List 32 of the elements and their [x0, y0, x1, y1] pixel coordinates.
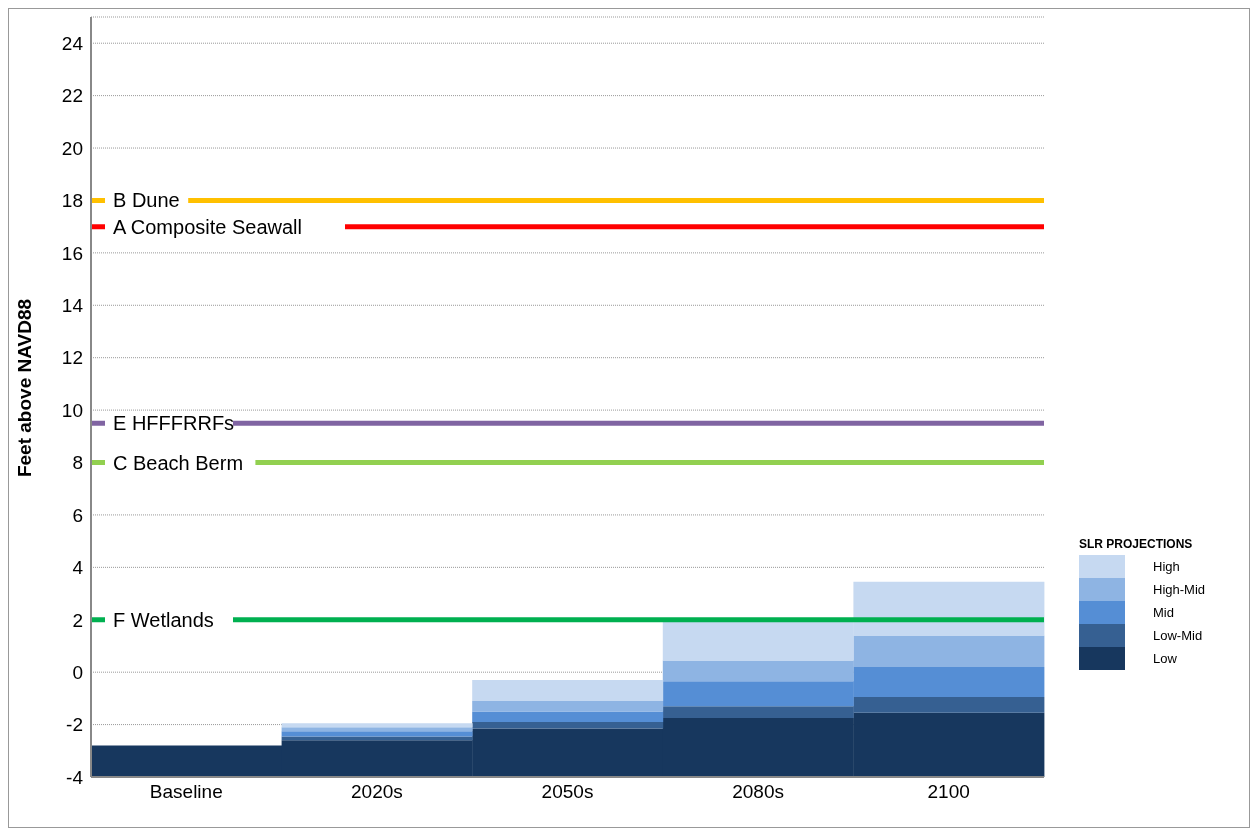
- ref-line-label: B Dune: [113, 189, 180, 212]
- ref-line-label: F Wetlands: [113, 608, 214, 631]
- x-tick-label: 2080s: [732, 781, 784, 803]
- x-tick-label: 2050s: [541, 781, 594, 803]
- y-tick-label: 22: [61, 85, 83, 107]
- y-tick-label: 14: [61, 295, 84, 317]
- y-tick-label: 8: [72, 452, 83, 474]
- ref-line-label: A Composite Seawall: [113, 215, 302, 238]
- y-tick-label: 24: [61, 32, 84, 54]
- y-tick-label: 10: [61, 399, 83, 421]
- y-tick-label: 2: [72, 609, 83, 631]
- ref-line-label: E HFFFRRFs: [113, 412, 235, 435]
- y-tick-label: 20: [61, 137, 83, 159]
- legend-label: Low-Mid: [1153, 628, 1203, 643]
- y-tick-label: 6: [72, 504, 83, 526]
- x-tick-label: Baseline: [149, 781, 223, 803]
- legend-label: Low: [1153, 651, 1177, 666]
- legend-label: High-Mid: [1153, 582, 1206, 597]
- y-tick-label: 0: [72, 661, 83, 683]
- legend-label: High: [1153, 559, 1180, 574]
- y-tick-label: -2: [66, 714, 83, 736]
- ref-line-label: C Beach Berm: [113, 451, 244, 474]
- y-tick-label: 16: [61, 242, 83, 264]
- y-axis-title: Feet above NAVD88: [14, 298, 36, 478]
- y-tick-label: -4: [66, 766, 84, 788]
- y-tick-label: 18: [61, 190, 83, 212]
- x-tick-label: 2100: [927, 781, 970, 803]
- legend-label: Mid: [1153, 605, 1174, 620]
- y-tick-label: 12: [61, 347, 83, 369]
- legend-title: SLR PROJECTIONS: [1079, 537, 1194, 551]
- y-tick-label: 4: [72, 557, 84, 579]
- x-tick-label: 2020s: [351, 781, 403, 803]
